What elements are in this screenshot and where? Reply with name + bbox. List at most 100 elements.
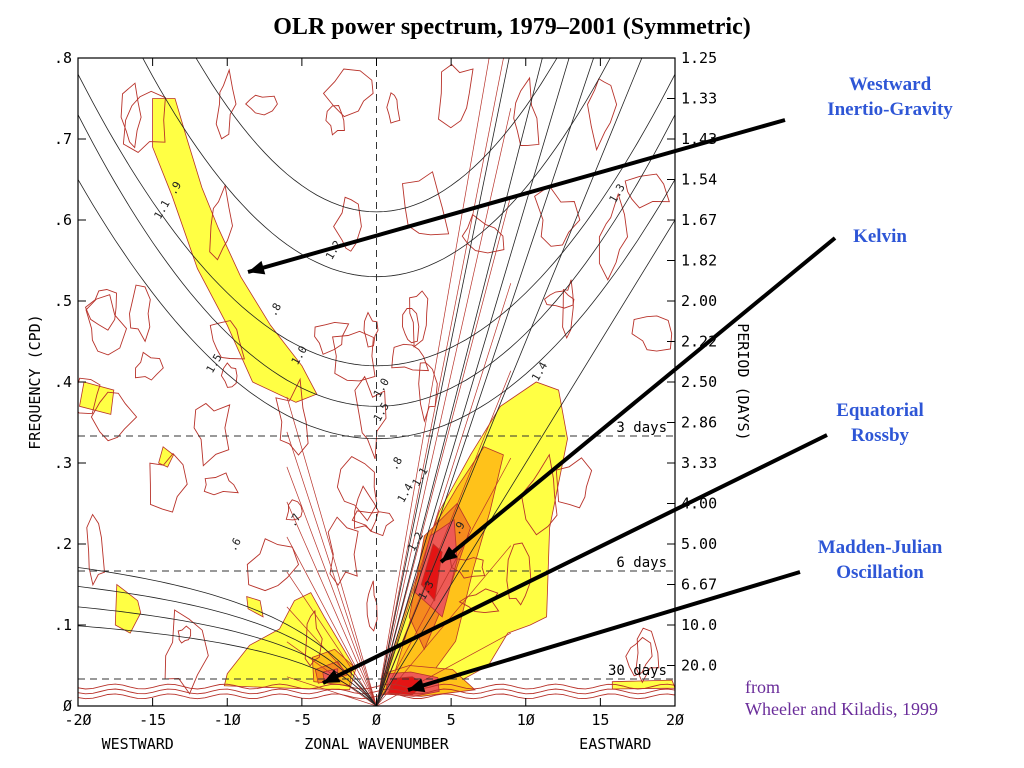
annotation-line: Equatorial (836, 400, 924, 421)
contour-line (286, 501, 377, 706)
rossby-curve (78, 625, 377, 706)
contour-loop (86, 513, 105, 587)
contour-loop (135, 351, 164, 381)
annotation-arrows (247, 118, 837, 693)
kelvin-dispersion-curve (376, 58, 595, 706)
y-tick-label: Ø (63, 697, 72, 715)
contour-line (376, 58, 504, 706)
contour-loop (122, 90, 166, 153)
rossby-curve (78, 586, 377, 706)
chart-title: OLR power spectrum, 1979–2001 (Symmetric… (273, 14, 751, 40)
contour-loop (366, 580, 378, 632)
period-tick-label: 1.33 (681, 90, 717, 108)
contour-value-label: 1.3 (607, 182, 628, 206)
contour-loop (120, 82, 142, 149)
arrow-shaft (439, 236, 837, 564)
rossby-curve (78, 606, 377, 706)
y-tick-label: .6 (54, 211, 72, 229)
annotation-westward-inertio-gravity: Westward Inertio-Gravity (790, 72, 990, 122)
y-tick-label: .5 (54, 292, 72, 310)
contour-value-label: .7 (286, 511, 304, 529)
kelvin-dispersion-curve (376, 58, 543, 706)
x-tick-label: Ø (372, 711, 381, 729)
contour-value-label: 1.1 (151, 198, 172, 222)
contour-loop (625, 636, 653, 677)
contour-loop (209, 320, 245, 360)
period-tick-label: 2.86 (681, 414, 717, 432)
contour-line (376, 58, 490, 706)
period-tick-label: 2.22 (681, 333, 717, 351)
contour-value-label: .9 (450, 519, 468, 537)
contour-loop (327, 516, 359, 586)
x-tick-label: -5 (293, 711, 311, 729)
contour-loop (386, 92, 401, 124)
contour-line (286, 431, 377, 706)
period-reference-label: 6 days (616, 555, 667, 571)
y-axis-right-title: PERIOD (DAYS) (734, 323, 752, 440)
contour-loop (402, 308, 420, 344)
inertio-gravity-curve (78, 179, 675, 440)
contour-loop (322, 68, 374, 118)
contour-line (376, 457, 512, 706)
period-tick-label: 2.50 (681, 373, 717, 391)
contour-value-label: 1.5 (371, 400, 392, 424)
contour-value-label: 1.1 (410, 465, 431, 489)
period-tick-label: 2.00 (681, 292, 717, 310)
rossby-curve (78, 567, 377, 706)
contour-value-label: .8 (266, 301, 284, 319)
power-region (246, 596, 264, 618)
annotation-arrow (439, 236, 837, 564)
contour-line (376, 195, 512, 706)
contour-loop (78, 377, 101, 415)
contour-value-label: 1.0 (289, 344, 310, 368)
contour-loop (458, 588, 500, 614)
period-tick-label: 3.33 (681, 454, 717, 472)
period-tick-label: 20.0 (681, 657, 717, 675)
annotation-arrow (247, 118, 786, 275)
contour-loop (304, 609, 323, 667)
period-reference-label: 3 days (616, 420, 667, 436)
contour-loop (220, 362, 238, 388)
contour-loop (543, 290, 575, 309)
contour-loop (363, 311, 379, 348)
x-tick-label: -15 (139, 711, 166, 729)
contour-loop (587, 78, 618, 152)
credit-citation: Wheeler and Kiladis, 1999 (745, 699, 938, 719)
period-tick-label: 6.67 (681, 576, 717, 594)
period-reference-label: 30 days (608, 663, 667, 679)
y-tick-label: .7 (54, 130, 72, 148)
contour-line (376, 632, 511, 706)
contour-line (376, 283, 512, 706)
contour-loop (555, 457, 593, 509)
reference-lines: 3 days 6 days 30 days (78, 58, 675, 706)
x-tick-label: 5 (447, 711, 456, 729)
axes: -2Ø -15 -1Ø -5 Ø 5 1Ø 15 2Ø Ø .1 .2 .3 .4 .5 .6 .7 .8 1.25… (26, 49, 752, 753)
period-tick-label: 1.82 (681, 252, 717, 270)
y-tick-label: .2 (54, 535, 72, 553)
contour-loop (90, 391, 138, 442)
period-tick-label: 1.25 (681, 49, 717, 67)
power-region (152, 98, 318, 403)
contour-line (286, 536, 377, 706)
x-tick-label: 15 (591, 711, 609, 729)
contour-loop (333, 196, 362, 252)
y-axis-left-title: FREQUENCY (CPD) (26, 314, 44, 449)
arrow-head (408, 678, 426, 693)
annotation-arrow (322, 433, 828, 685)
contour-value-label: 1.0 (371, 376, 392, 400)
arrow-head (248, 260, 266, 275)
source-credit: from Wheeler and Kiladis, 1999 (745, 676, 1020, 720)
contour-loop (314, 321, 350, 355)
kelvin-dispersion-curve (376, 58, 510, 706)
contour-loop (635, 627, 660, 684)
inertio-gravity-curve (78, 74, 675, 367)
contour-line (78, 688, 675, 695)
annotation-arrow (407, 570, 801, 693)
y-tick-label: .1 (54, 616, 72, 634)
contour-loop (534, 185, 581, 247)
y-tick-label: .4 (54, 373, 72, 391)
contour-loop (513, 76, 540, 146)
period-tick-label: 5.00 (681, 535, 717, 553)
contour-line (376, 108, 512, 706)
